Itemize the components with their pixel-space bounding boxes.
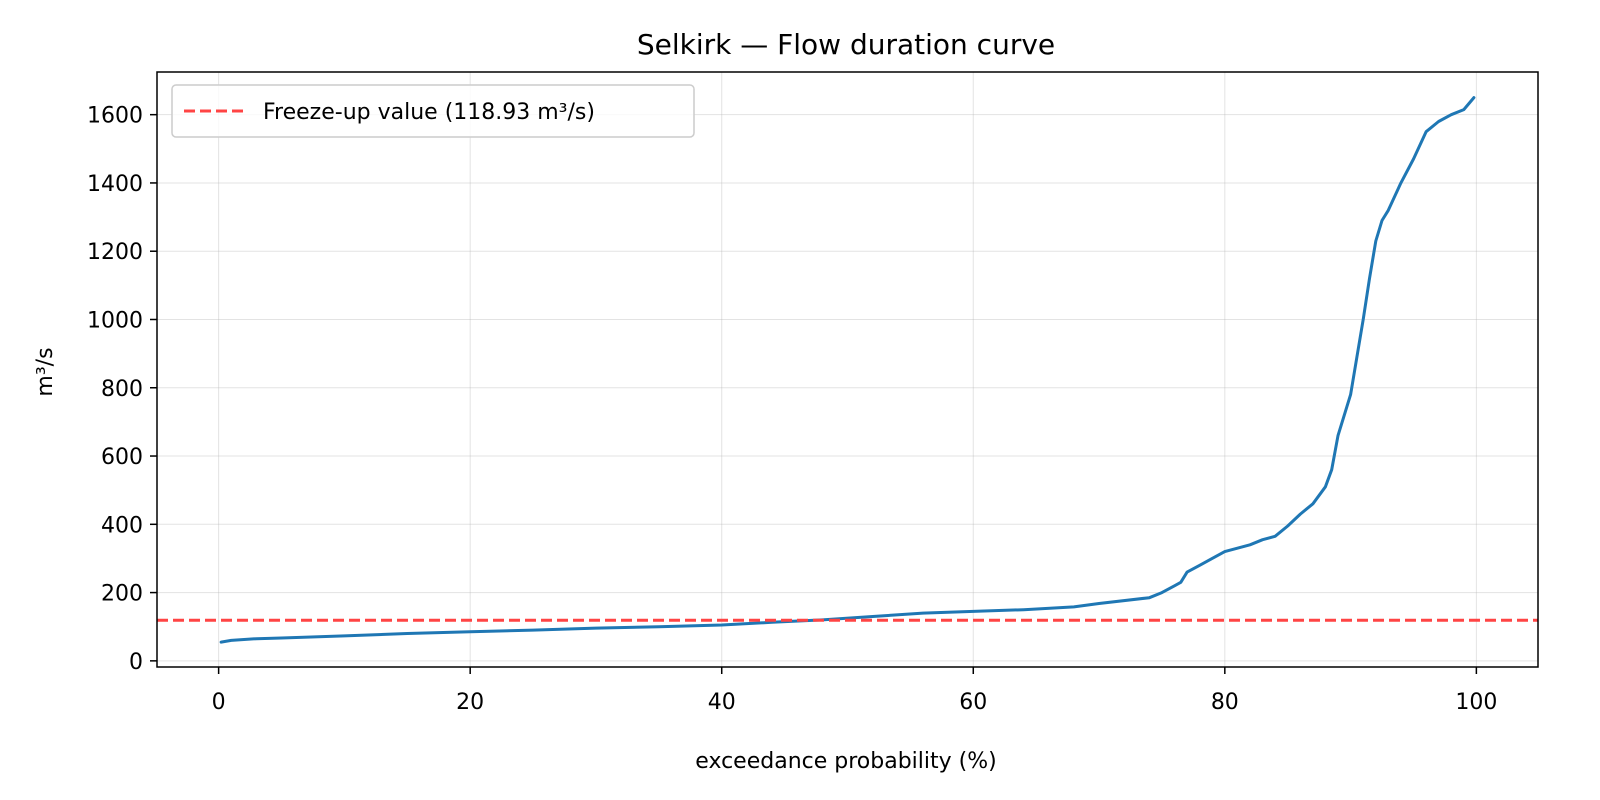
legend-box bbox=[171, 84, 695, 138]
y-tick-label: 0 bbox=[129, 650, 143, 675]
x-tick-label: 0 bbox=[212, 690, 226, 715]
y-tick-label: 1400 bbox=[87, 172, 143, 197]
legend: Freeze-up value (118.93 m³/s) bbox=[171, 84, 695, 138]
y-tick-label: 1200 bbox=[87, 240, 143, 265]
flow-duration-series-line bbox=[219, 96, 1476, 644]
x-tick-label: 60 bbox=[959, 690, 987, 715]
x-tick-label: 80 bbox=[1211, 690, 1239, 715]
y-tick-label: 400 bbox=[101, 513, 143, 538]
x-tick-label: 100 bbox=[1455, 690, 1497, 715]
x-tick-label: 20 bbox=[456, 690, 484, 715]
plot-area-frame bbox=[156, 71, 1539, 668]
y-tick-label: 600 bbox=[101, 445, 143, 470]
gridlines bbox=[157, 72, 1538, 667]
y-axis-label: m³/s bbox=[33, 347, 58, 396]
chart-title: Selkirk — Flow duration curve bbox=[637, 28, 1055, 61]
legend-label-freeze-up: Freeze-up value (118.93 m³/s) bbox=[263, 100, 595, 125]
y-tick-label: 800 bbox=[101, 377, 143, 402]
y-tick-label: 1600 bbox=[87, 104, 143, 129]
y-axis: 0 200 400 600 800 1000 1200 1400 1600 bbox=[87, 104, 157, 675]
x-axis: 0 20 40 60 80 100 bbox=[212, 667, 1497, 715]
y-tick-label: 200 bbox=[101, 582, 143, 607]
y-tick-label: 1000 bbox=[87, 308, 143, 333]
x-tick-label: 40 bbox=[708, 690, 736, 715]
x-axis-label: exceedance probability (%) bbox=[695, 749, 996, 774]
